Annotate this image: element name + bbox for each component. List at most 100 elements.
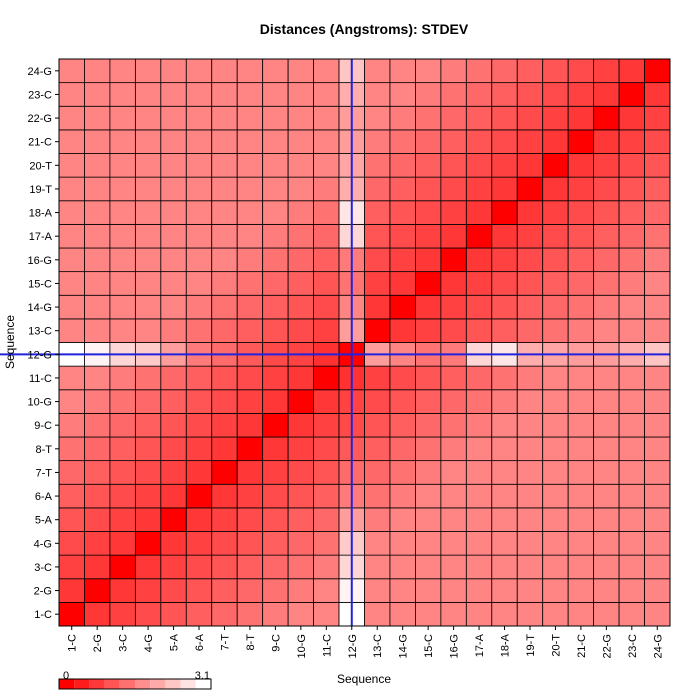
heatmap-cell-6-A-14-G	[185, 294, 213, 320]
heatmap-cell-1-C-6-A	[58, 483, 85, 509]
heatmap-cell-17-A-13-C	[465, 318, 493, 343]
heatmap-cell-20-T-11-C	[542, 365, 569, 391]
heatmap-cell-11-C-18-A	[313, 200, 340, 225]
heatmap-cell-14-G-9-C	[389, 412, 416, 438]
heatmap-cell-2-G-16-G	[84, 247, 111, 273]
heatmap-cell-16-G-13-C	[440, 318, 467, 343]
heatmap-cell-19-T-19-T	[516, 176, 544, 202]
heatmap-cell-14-G-2-G	[389, 578, 416, 603]
heatmap-cell-22-G-10-G	[593, 389, 620, 414]
x-tick-label-6-A: 6-A	[194, 633, 206, 651]
heatmap-cell-11-C-20-T	[313, 153, 340, 178]
heatmap-cell-6-A-13-C	[185, 318, 213, 343]
heatmap-cell-24-G-5-A	[644, 507, 671, 532]
heatmap-cell-8-T-17-A	[236, 223, 264, 249]
heatmap-cell-8-T-13-C	[236, 318, 264, 343]
x-tick-label-14-G: 14-G	[398, 634, 410, 658]
heatmap-cell-18-A-23-C	[491, 82, 518, 107]
heatmap-cell-9-C-4-G	[262, 531, 289, 556]
heatmap-cell-11-C-23-C	[313, 82, 340, 107]
heatmap-cell-18-A-3-C	[491, 554, 518, 580]
heatmap-cell-21-C-19-T	[567, 176, 595, 202]
heatmap-cell-7-T-4-G	[211, 531, 238, 556]
heatmap-cell-15-C-22-G	[415, 105, 442, 131]
heatmap-cell-22-G-17-A	[593, 223, 620, 249]
heatmap-cell-16-G-19-T	[440, 176, 467, 202]
heatmap-cell-3-C-13-C	[109, 318, 136, 343]
heatmap-cell-23-C-3-C	[618, 554, 645, 580]
heatmap-cell-8-T-16-G	[236, 247, 264, 273]
heatmap-cell-14-G-10-G	[389, 389, 416, 414]
heatmap-cell-20-T-3-C	[542, 554, 569, 580]
heatmap-cell-11-C-5-A	[313, 507, 340, 532]
heatmap-cell-23-C-7-T	[618, 460, 645, 485]
heatmap-cell-23-C-20-T	[618, 153, 645, 178]
y-tick-label-16-G: 16-G	[28, 255, 52, 267]
heatmap-cell-3-C-19-T	[109, 176, 136, 202]
x-tick-label-17-A: 17-A	[474, 633, 486, 657]
heatmap-cell-7-T-15-C	[211, 271, 238, 296]
heatmap-cell-18-A-14-G	[491, 294, 518, 320]
y-tick-label-22-G: 22-G	[28, 113, 52, 125]
heatmap-cell-6-A-9-C	[185, 412, 213, 438]
heatmap-cell-1-C-21-C	[58, 129, 85, 154]
colorbar-frame	[58, 678, 212, 690]
heatmap-cell-2-G-3-C	[84, 554, 111, 580]
heatmap-cell-7-T-22-G	[211, 105, 238, 131]
heatmap-cell-23-C-5-A	[618, 507, 645, 532]
heatmap-cell-16-G-11-C	[440, 365, 467, 391]
heatmap-cell-7-T-6-A	[211, 483, 238, 509]
heatmap-cell-7-T-21-C	[211, 129, 238, 154]
heatmap-cell-10-G-1-C	[287, 601, 314, 627]
heatmap-cell-16-G-8-T	[440, 436, 467, 462]
x-tick-label-9-C: 9-C	[270, 634, 282, 652]
highlight-lines	[0, 59, 670, 626]
heatmap-cell-17-A-6-A	[465, 483, 493, 509]
heatmap-cell-11-C-9-C	[313, 412, 340, 438]
heatmap-cell-7-T-1-C	[211, 601, 238, 627]
colorbar-swatch	[195, 679, 211, 689]
heatmap-cell-1-C-11-C	[58, 365, 85, 391]
heatmap-cell-15-C-9-C	[415, 412, 442, 438]
heatmap-cell-13-C-19-T	[364, 176, 391, 202]
heatmap-cell-5-A-14-G	[160, 294, 187, 320]
heatmap-cell-23-C-14-G	[618, 294, 645, 320]
heatmap-cell-21-C-2-G	[567, 578, 595, 603]
heatmap-cell-20-T-21-C	[542, 129, 569, 154]
heatmap-cell-13-C-13-C	[364, 318, 391, 343]
heatmap-cell-7-T-9-C	[211, 412, 238, 438]
heatmap-cell-2-G-22-G	[84, 105, 111, 131]
heatmap-cell-21-C-5-A	[567, 507, 595, 532]
heatmap-cell-24-G-15-C	[644, 271, 671, 296]
heatmap-cell-2-G-6-A	[84, 483, 111, 509]
heatmap-cell-19-T-20-T	[516, 153, 544, 178]
heatmap-cell-16-G-5-A	[440, 507, 467, 532]
heatmap-cell-9-C-8-T	[262, 436, 289, 462]
heatmap-cell-15-C-2-G	[415, 578, 442, 603]
heatmap-cell-4-G-7-T	[134, 460, 162, 485]
x-tick-label-19-T: 19-T	[525, 634, 537, 657]
heatmap-cell-15-C-17-A	[415, 223, 442, 249]
heatmap-cell-18-A-11-C	[491, 365, 518, 391]
heatmap-cell-1-C-9-C	[58, 412, 85, 438]
heatmap-cell-4-G-18-A	[134, 200, 162, 225]
heatmap-cell-17-A-20-T	[465, 153, 493, 178]
heatmap-cell-1-C-8-T	[58, 436, 85, 462]
heatmap-cell-9-C-3-C	[262, 554, 289, 580]
heatmap-cell-2-G-19-T	[84, 176, 111, 202]
heatmap-cell-9-C-10-G	[262, 389, 289, 414]
heatmap-cell-22-G-6-A	[593, 483, 620, 509]
heatmap-cell-16-G-4-G	[440, 531, 467, 556]
heatmap-cell-6-A-16-G	[185, 247, 213, 273]
heatmap-cell-4-G-15-C	[134, 271, 162, 296]
heatmap-cell-19-T-17-A	[516, 223, 544, 249]
heatmap-cell-16-G-2-G	[440, 578, 467, 603]
heatmap-cell-9-C-16-G	[262, 247, 289, 273]
heatmap-cell-24-G-11-C	[644, 365, 671, 391]
heatmap-cell-24-G-6-A	[644, 483, 671, 509]
heatmap-cell-6-A-20-T	[185, 153, 213, 178]
heatmap-cell-24-G-2-G	[644, 578, 671, 603]
heatmap-cell-4-G-22-G	[134, 105, 162, 131]
heatmap-cell-2-G-11-C	[84, 365, 111, 391]
heatmap-cell-6-A-3-C	[185, 554, 213, 580]
